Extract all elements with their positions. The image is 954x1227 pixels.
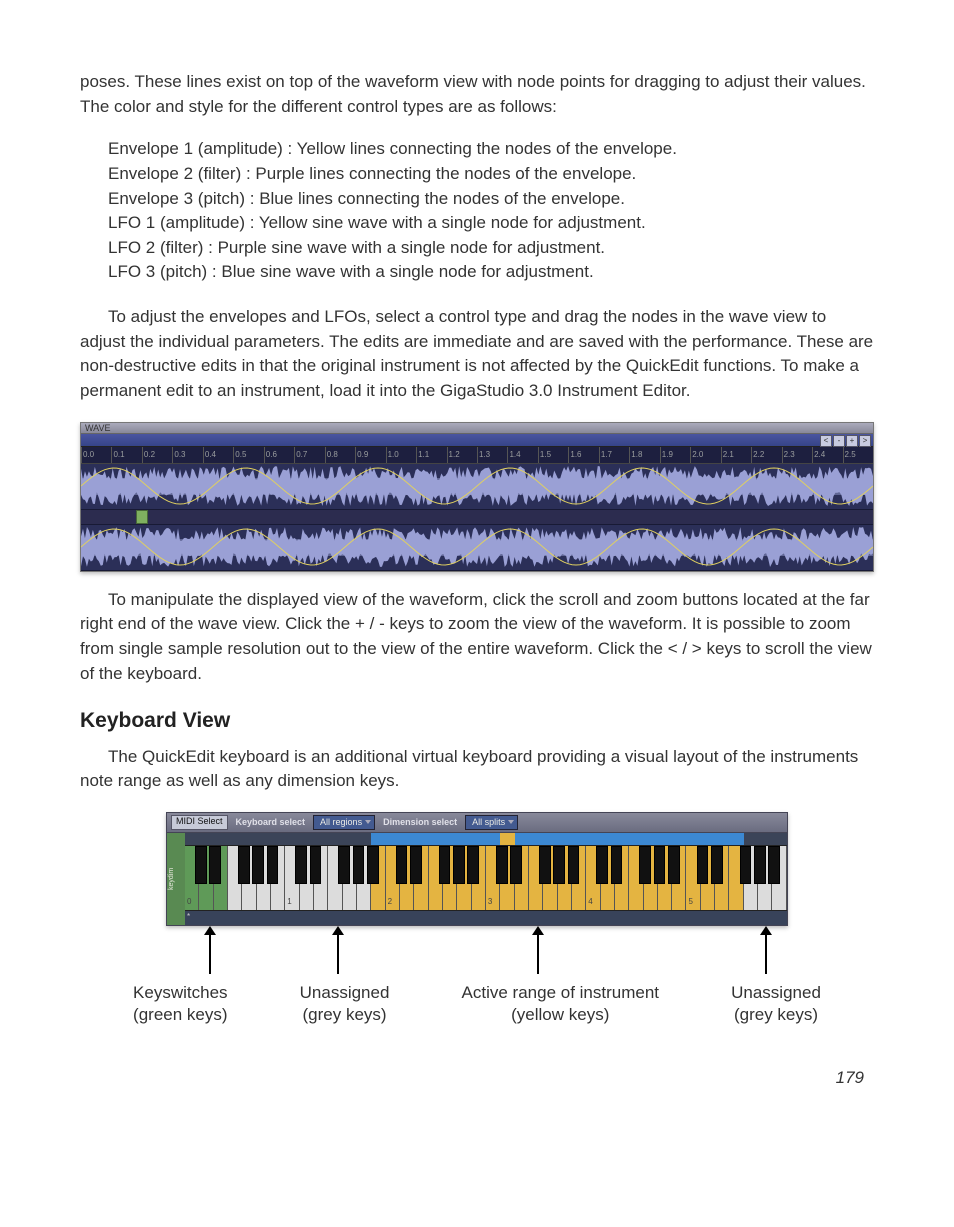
- black-key[interactable]: [396, 846, 408, 884]
- keydim-label: keydim: [167, 833, 185, 925]
- wave-header: < - + >: [81, 434, 873, 447]
- key-range-bar[interactable]: [185, 833, 787, 846]
- black-key[interactable]: [310, 846, 322, 884]
- black-key[interactable]: [295, 846, 307, 884]
- annotation-text: Unassigned: [300, 983, 390, 1002]
- black-key[interactable]: [252, 846, 264, 884]
- dimension-select-label: Dimension select: [383, 816, 457, 829]
- black-key[interactable]: [410, 846, 422, 884]
- list-line: Envelope 1 (amplitude) : Yellow lines co…: [108, 137, 874, 162]
- black-key[interactable]: [740, 846, 752, 884]
- black-key[interactable]: [496, 846, 508, 884]
- black-key[interactable]: [768, 846, 780, 884]
- black-key[interactable]: [754, 846, 766, 884]
- black-key[interactable]: [510, 846, 522, 884]
- annotation-text: (grey keys): [302, 1005, 386, 1024]
- wave-panel: WAVE < - + > 0.00.10.20.30.40.50.60.70.8…: [80, 422, 874, 572]
- black-key[interactable]: [639, 846, 651, 884]
- arrow: [337, 934, 339, 974]
- black-key[interactable]: [367, 846, 379, 884]
- annotation-text: Active range of instrument: [462, 983, 659, 1002]
- envelope-list: Envelope 1 (amplitude) : Yellow lines co…: [80, 137, 874, 285]
- waveform-spacer: [81, 510, 873, 525]
- black-key[interactable]: [267, 846, 279, 884]
- black-key[interactable]: [338, 846, 350, 884]
- annotation-arrows: [167, 926, 787, 980]
- waveform-row-bottom[interactable]: [81, 525, 873, 571]
- black-key[interactable]: [353, 846, 365, 884]
- wave-zoom-controls: < - + >: [820, 435, 871, 447]
- wave-ruler: 0.00.10.20.30.40.50.60.70.80.91.01.11.21…: [81, 447, 873, 464]
- list-line: LFO 3 (pitch) : Blue sine wave with a si…: [108, 260, 874, 285]
- black-key[interactable]: [697, 846, 709, 884]
- adjust-paragraph: To adjust the envelopes and LFOs, select…: [80, 305, 874, 404]
- arrow: [537, 934, 539, 974]
- zoom-out-button[interactable]: -: [833, 435, 845, 447]
- list-line: Envelope 3 (pitch) : Blue lines connecti…: [108, 187, 874, 212]
- black-key[interactable]: [467, 846, 479, 884]
- annotation-labels: Keyswitches (green keys) Unassigned (gre…: [97, 982, 857, 1026]
- annotation-text: Unassigned: [731, 983, 821, 1002]
- star-marker: *: [187, 912, 190, 921]
- scroll-right-button[interactable]: >: [859, 435, 871, 447]
- black-key[interactable]: [238, 846, 250, 884]
- annotation-keyswitches: Keyswitches (green keys): [133, 982, 227, 1026]
- list-line: LFO 2 (filter) : Purple sine wave with a…: [108, 236, 874, 261]
- annotation-unassigned-right: Unassigned (grey keys): [731, 982, 821, 1026]
- annotation-text: (grey keys): [734, 1005, 818, 1024]
- intro-paragraph: poses. These lines exist on top of the w…: [80, 70, 874, 119]
- keyboard-panel: MIDI Select Keyboard select All regions …: [166, 812, 788, 926]
- annotation-active-range: Active range of instrument (yellow keys): [462, 982, 659, 1026]
- black-key[interactable]: [596, 846, 608, 884]
- black-key[interactable]: [209, 846, 221, 884]
- annotation-text: (green keys): [133, 1005, 227, 1024]
- scroll-left-button[interactable]: <: [820, 435, 832, 447]
- arrow: [209, 934, 211, 974]
- black-key[interactable]: [439, 846, 451, 884]
- splits-dropdown[interactable]: All splits: [465, 815, 518, 830]
- black-key[interactable]: [668, 846, 680, 884]
- annotation-unassigned-left: Unassigned (grey keys): [300, 982, 390, 1026]
- zoom-in-button[interactable]: +: [846, 435, 858, 447]
- zoom-paragraph: To manipulate the displayed view of the …: [80, 588, 874, 687]
- page-number: 179: [80, 1066, 874, 1091]
- arrow: [765, 934, 767, 974]
- keyboard-toolbar: MIDI Select Keyboard select All regions …: [167, 813, 787, 833]
- list-line: Envelope 2 (filter) : Purple lines conne…: [108, 162, 874, 187]
- black-key[interactable]: [654, 846, 666, 884]
- list-line: LFO 1 (amplitude) : Yellow sine wave wit…: [108, 211, 874, 236]
- black-key[interactable]: [553, 846, 565, 884]
- waveform-row-top[interactable]: [81, 464, 873, 510]
- black-key[interactable]: [568, 846, 580, 884]
- keyboard-paragraph: The QuickEdit keyboard is an additional …: [80, 745, 874, 794]
- keyboard-footer: *: [185, 910, 787, 925]
- keyboard[interactable]: 012345: [185, 846, 787, 910]
- regions-dropdown[interactable]: All regions: [313, 815, 375, 830]
- black-key[interactable]: [453, 846, 465, 884]
- wave-title: WAVE: [85, 423, 111, 433]
- black-key[interactable]: [539, 846, 551, 884]
- keyboard-select-label: Keyboard select: [236, 816, 306, 829]
- annotation-text: (yellow keys): [511, 1005, 609, 1024]
- keyboard-heading: Keyboard View: [80, 706, 874, 736]
- annotation-text: Keyswitches: [133, 983, 227, 1002]
- midi-select-button[interactable]: MIDI Select: [171, 815, 228, 830]
- position-marker[interactable]: [136, 510, 148, 524]
- black-key[interactable]: [195, 846, 207, 884]
- black-key[interactable]: [711, 846, 723, 884]
- keyboard-figure: MIDI Select Keyboard select All regions …: [80, 812, 874, 1026]
- black-key[interactable]: [611, 846, 623, 884]
